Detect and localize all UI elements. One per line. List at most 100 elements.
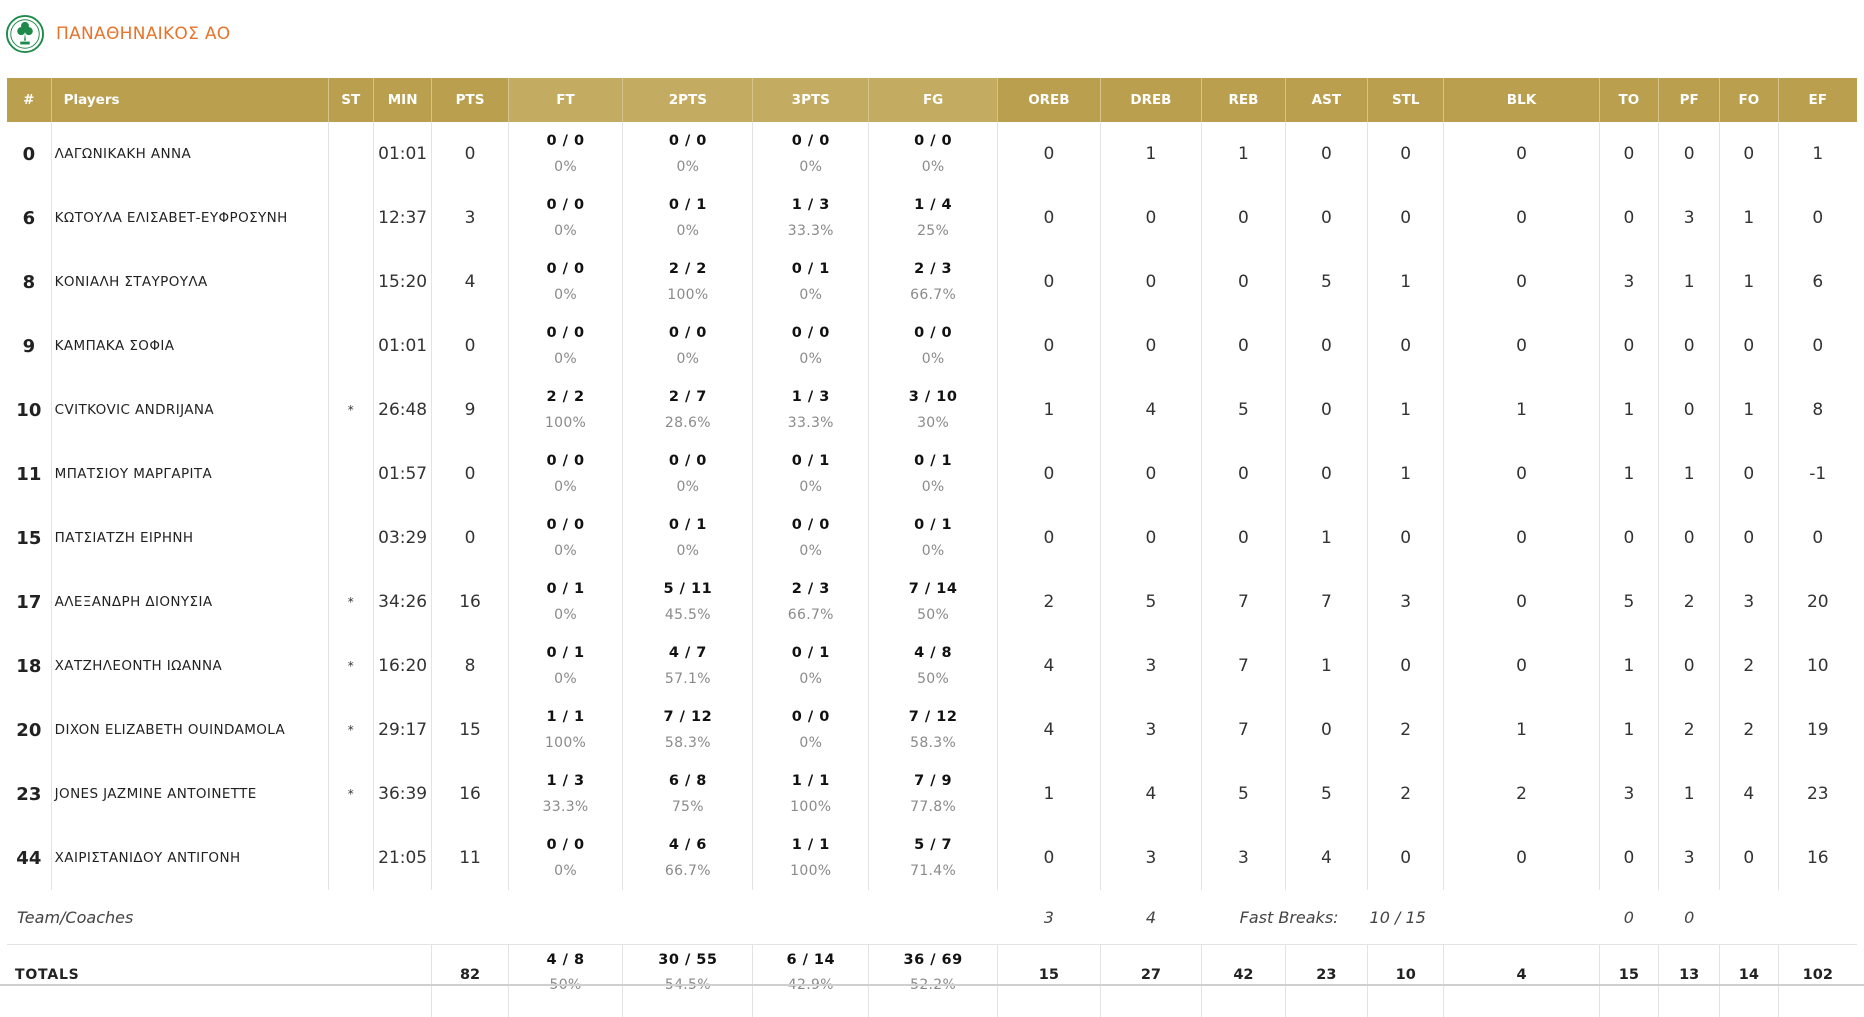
player-to: 5 <box>1599 570 1659 634</box>
3pts-made-attempted: 0 / 0 <box>753 132 868 150</box>
col-header-fo[interactable]: FO <box>1720 78 1778 122</box>
player-name[interactable]: ΚΩΤΟΥΛΑ ΕΛΙΣΑΒΕΤ-ΕΥΦΡΟΣΥΝΗ <box>51 186 328 250</box>
player-ef: 0 <box>1778 506 1857 570</box>
col-header-number[interactable]: # <box>7 78 51 122</box>
col-header-players[interactable]: Players <box>51 78 328 122</box>
player-name[interactable]: DIXON ELIZABETH OUINDAMOLA <box>51 698 328 762</box>
fg-made-attempted: 7 / 14 <box>869 580 997 598</box>
3pts-made-attempted: 0 / 1 <box>753 260 868 278</box>
player-name[interactable]: ΚΟΝΙΑΛΗ ΣΤΑΥΡΟΥΛΑ <box>51 250 328 314</box>
player-dreb: 0 <box>1100 250 1201 314</box>
player-blk: 2 <box>1444 762 1599 826</box>
col-header-stl[interactable]: STL <box>1368 78 1444 122</box>
player-min: 15:20 <box>373 250 431 314</box>
player-pts: 3 <box>432 186 508 250</box>
player-blk: 1 <box>1444 698 1599 762</box>
col-header-ef[interactable]: EF <box>1778 78 1857 122</box>
player-reb: 7 <box>1202 698 1286 762</box>
2pts-made-attempted: 4 / 6 <box>623 836 752 854</box>
player-row: 6 ΚΩΤΟΥΛΑ ΕΛΙΣΑΒΕΤ-ΕΥΦΡΟΣΥΝΗ 12:37 3 0 /… <box>7 186 1857 250</box>
player-name[interactable]: ΑΛΕΞΑΝΔΡΗ ΔΙΟΝΥΣΙΑ <box>51 570 328 634</box>
3pts-percent: 100% <box>753 798 868 816</box>
player-name[interactable]: ΧΑΤΖΗΛΕΟΝΤΗ ΙΩΑΝΝΑ <box>51 634 328 698</box>
player-ef: 0 <box>1778 314 1857 378</box>
team-name[interactable]: ΠΑΝΑΘΗΝΑΙΚΟΣ ΑΟ <box>56 24 230 44</box>
ft-made-attempted: 0 / 0 <box>509 132 623 150</box>
col-header-oreb[interactable]: OREB <box>998 78 1101 122</box>
player-ef: 23 <box>1778 762 1857 826</box>
player-to: 0 <box>1599 826 1659 890</box>
player-name[interactable]: ΠΑΤΣΙΑΤΖΗ ΕΙΡΗΝΗ <box>51 506 328 570</box>
player-pts: 0 <box>432 506 508 570</box>
player-number: 11 <box>7 442 51 506</box>
player-dreb: 4 <box>1100 378 1201 442</box>
player-stl: 1 <box>1368 250 1444 314</box>
ft-percent: 0% <box>509 670 623 688</box>
player-name[interactable]: JONES JAZMINE ANTOINETTE <box>51 762 328 826</box>
player-number: 0 <box>7 122 51 186</box>
team-oreb: 3 <box>998 890 1101 945</box>
3pts-made-attempted: 2 / 3 <box>753 580 868 598</box>
col-header-ast[interactable]: AST <box>1285 78 1367 122</box>
player-fo: 0 <box>1720 506 1778 570</box>
player-reb: 7 <box>1202 634 1286 698</box>
col-header-min[interactable]: MIN <box>373 78 431 122</box>
player-blk: 0 <box>1444 250 1599 314</box>
col-header-blk[interactable]: BLK <box>1444 78 1599 122</box>
player-stl: 1 <box>1368 378 1444 442</box>
player-starter-mark <box>328 506 373 570</box>
col-header-pts[interactable]: PTS <box>432 78 508 122</box>
player-number: 17 <box>7 570 51 634</box>
player-dreb: 0 <box>1100 506 1201 570</box>
ft-percent: 0% <box>509 478 623 496</box>
player-name[interactable]: ΧΑΙΡΙΣΤΑΝΙΔΟΥ ΑΝΤΙΓΟΝΗ <box>51 826 328 890</box>
col-header-to[interactable]: TO <box>1599 78 1659 122</box>
fg-made-attempted: 5 / 7 <box>869 836 997 854</box>
player-blk: 0 <box>1444 186 1599 250</box>
col-header-3pts[interactable]: 3PTS <box>753 78 869 122</box>
player-oreb: 0 <box>998 442 1101 506</box>
3pts-made-attempted: 1 / 3 <box>753 388 868 406</box>
col-header-reb[interactable]: REB <box>1202 78 1286 122</box>
team-dreb: 4 <box>1100 890 1201 945</box>
player-name[interactable]: CVITKOVIC ANDRIJANA <box>51 378 328 442</box>
player-fo: 4 <box>1720 762 1778 826</box>
box-score-table: # Players ST MIN PTS FT 2PTS 3PTS FG ORE… <box>7 78 1857 1017</box>
player-number: 6 <box>7 186 51 250</box>
col-header-2pts[interactable]: 2PTS <box>623 78 753 122</box>
player-name[interactable]: ΛΑΓΩΝΙΚΑΚΗ ΑΝΝΑ <box>51 122 328 186</box>
team-coaches-row: Team/Coaches 3 4 Fast Breaks: 10 / 15 0 … <box>7 890 1857 945</box>
player-stl: 0 <box>1368 634 1444 698</box>
ft-percent: 100% <box>509 414 623 432</box>
totals-fo: 14 <box>1720 945 1778 1017</box>
col-header-dreb[interactable]: DREB <box>1100 78 1201 122</box>
team-to: 0 <box>1599 890 1659 945</box>
col-header-st[interactable]: ST <box>328 78 373 122</box>
col-header-ft[interactable]: FT <box>508 78 623 122</box>
fg-percent: 0% <box>869 478 997 496</box>
player-pf: 2 <box>1659 698 1720 762</box>
3pts-percent: 100% <box>753 862 868 880</box>
player-min: 26:48 <box>373 378 431 442</box>
3pts-percent: 66.7% <box>753 606 868 624</box>
player-oreb: 1 <box>998 762 1101 826</box>
2pts-made-attempted: 2 / 7 <box>623 388 752 406</box>
player-dreb: 0 <box>1100 442 1201 506</box>
player-name[interactable]: ΚΑΜΠΑΚΑ ΣΟΦΙΑ <box>51 314 328 378</box>
player-name[interactable]: ΜΠΑΤΣΙΟΥ ΜΑΡΓΑΡΙΤΑ <box>51 442 328 506</box>
col-header-pf[interactable]: PF <box>1659 78 1720 122</box>
2pts-made-attempted: 2 / 2 <box>623 260 752 278</box>
player-reb: 0 <box>1202 250 1286 314</box>
col-header-fg[interactable]: FG <box>869 78 998 122</box>
